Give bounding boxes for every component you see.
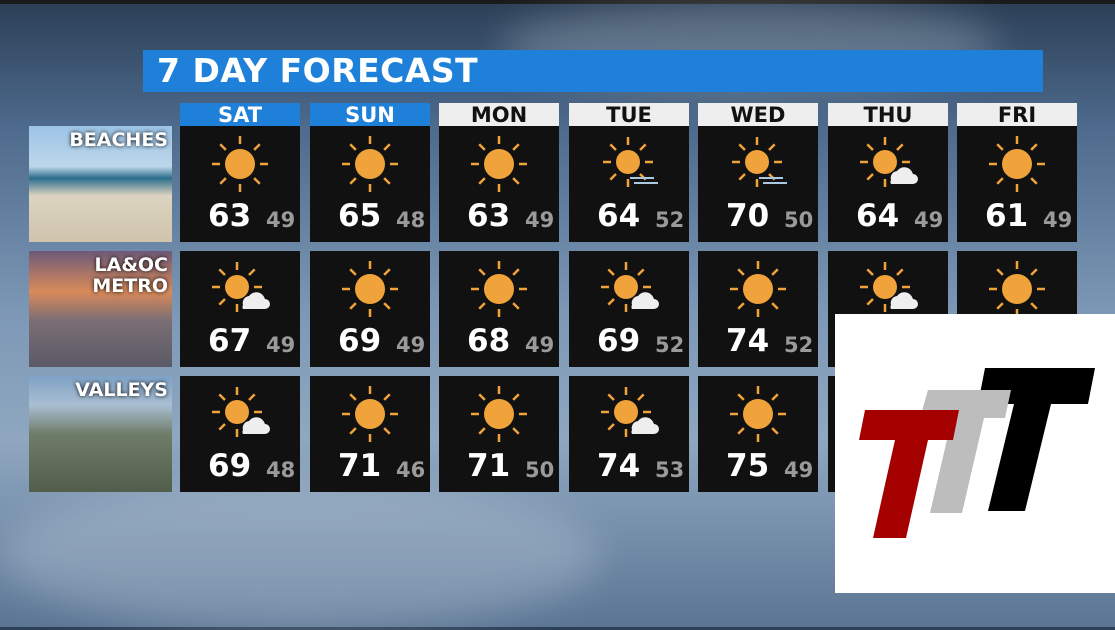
channel-logo bbox=[835, 314, 1115, 593]
high-temp: 68 bbox=[467, 323, 511, 359]
high-temp: 61 bbox=[985, 198, 1029, 234]
low-temp: 50 bbox=[784, 208, 814, 232]
forecast-cell: 65 48 bbox=[310, 126, 430, 242]
day-header-wed: WED bbox=[698, 103, 818, 127]
sunny-icon bbox=[730, 261, 786, 317]
forecast-cell: 64 52 bbox=[569, 126, 689, 242]
day-header-fri: FRI bbox=[957, 103, 1077, 127]
region-photo: BEACHES bbox=[29, 126, 172, 242]
forecast-cell: 70 50 bbox=[698, 126, 818, 242]
low-temp: 49 bbox=[396, 333, 426, 357]
low-temp: 53 bbox=[655, 458, 685, 482]
top-border bbox=[0, 0, 1115, 4]
sun-cloud-icon bbox=[601, 387, 659, 437]
sunny-icon bbox=[989, 136, 1045, 192]
sunny-icon bbox=[212, 136, 268, 192]
sun-cloud-icon bbox=[212, 387, 270, 437]
forecast-cell: 69 48 bbox=[180, 376, 300, 492]
sunny-icon bbox=[342, 136, 398, 192]
high-temp: 63 bbox=[467, 198, 511, 234]
high-temp: 74 bbox=[726, 323, 770, 359]
day-header-sat: SAT bbox=[180, 103, 300, 127]
region-label: VALLEYS bbox=[75, 379, 168, 401]
high-temp: 64 bbox=[856, 198, 900, 234]
sun-cloud-icon bbox=[601, 262, 659, 312]
region-photo: VALLEYS bbox=[29, 376, 172, 492]
forecast-cell: 69 49 bbox=[310, 251, 430, 367]
high-temp: 71 bbox=[467, 448, 511, 484]
low-temp: 49 bbox=[1043, 208, 1073, 232]
low-temp: 48 bbox=[266, 458, 296, 482]
high-temp: 69 bbox=[338, 323, 382, 359]
sun-cloud-icon bbox=[860, 137, 918, 187]
high-temp: 75 bbox=[726, 448, 770, 484]
low-temp: 49 bbox=[525, 333, 555, 357]
region-photo: LA&OC METRO bbox=[29, 251, 172, 367]
sunny-icon bbox=[342, 261, 398, 317]
low-temp: 49 bbox=[266, 208, 296, 232]
forecast-cell: 74 52 bbox=[698, 251, 818, 367]
forecast-cell: 69 52 bbox=[569, 251, 689, 367]
low-temp: 49 bbox=[525, 208, 555, 232]
low-temp: 52 bbox=[784, 333, 814, 357]
sunny-icon bbox=[471, 136, 527, 192]
sunny-icon bbox=[471, 386, 527, 442]
forecast-cell: 74 53 bbox=[569, 376, 689, 492]
forecast-cell: 63 49 bbox=[439, 126, 559, 242]
sunny-icon bbox=[730, 386, 786, 442]
high-temp: 69 bbox=[208, 448, 252, 484]
low-temp: 52 bbox=[655, 333, 685, 357]
sun-haze-icon bbox=[732, 137, 787, 187]
forecast-cell: 67 49 bbox=[180, 251, 300, 367]
high-temp: 69 bbox=[597, 323, 641, 359]
sun-haze-icon bbox=[603, 137, 658, 187]
sunny-icon bbox=[471, 261, 527, 317]
sun-cloud-icon bbox=[212, 262, 270, 312]
forecast-cell: 71 50 bbox=[439, 376, 559, 492]
low-temp: 52 bbox=[655, 208, 685, 232]
forecast-cell: 63 49 bbox=[180, 126, 300, 242]
forecast-title: 7 DAY FORECAST bbox=[143, 50, 1043, 92]
day-header-tue: TUE bbox=[569, 103, 689, 127]
day-header-thu: THU bbox=[828, 103, 948, 127]
low-temp: 46 bbox=[396, 458, 426, 482]
low-temp: 49 bbox=[266, 333, 296, 357]
low-temp: 50 bbox=[525, 458, 555, 482]
day-header-mon: MON bbox=[439, 103, 559, 127]
forecast-cell: 61 49 bbox=[957, 126, 1077, 242]
high-temp: 74 bbox=[597, 448, 641, 484]
high-temp: 65 bbox=[338, 198, 382, 234]
low-temp: 48 bbox=[396, 208, 426, 232]
day-header-sun: SUN bbox=[310, 103, 430, 127]
region-label: BEACHES bbox=[69, 129, 168, 151]
high-temp: 67 bbox=[208, 323, 252, 359]
sunny-icon bbox=[989, 261, 1045, 317]
high-temp: 70 bbox=[726, 198, 770, 234]
sun-cloud-icon bbox=[860, 262, 918, 312]
high-temp: 64 bbox=[597, 198, 641, 234]
background-cloud bbox=[0, 480, 600, 630]
low-temp: 49 bbox=[914, 208, 944, 232]
ttt-logo-icon bbox=[859, 368, 1095, 538]
high-temp: 63 bbox=[208, 198, 252, 234]
forecast-cell: 68 49 bbox=[439, 251, 559, 367]
forecast-cell: 71 46 bbox=[310, 376, 430, 492]
forecast-cell: 64 49 bbox=[828, 126, 948, 242]
region-label: LA&OC METRO bbox=[92, 254, 168, 297]
low-temp: 49 bbox=[784, 458, 814, 482]
sunny-icon bbox=[342, 386, 398, 442]
forecast-cell: 75 49 bbox=[698, 376, 818, 492]
high-temp: 71 bbox=[338, 448, 382, 484]
